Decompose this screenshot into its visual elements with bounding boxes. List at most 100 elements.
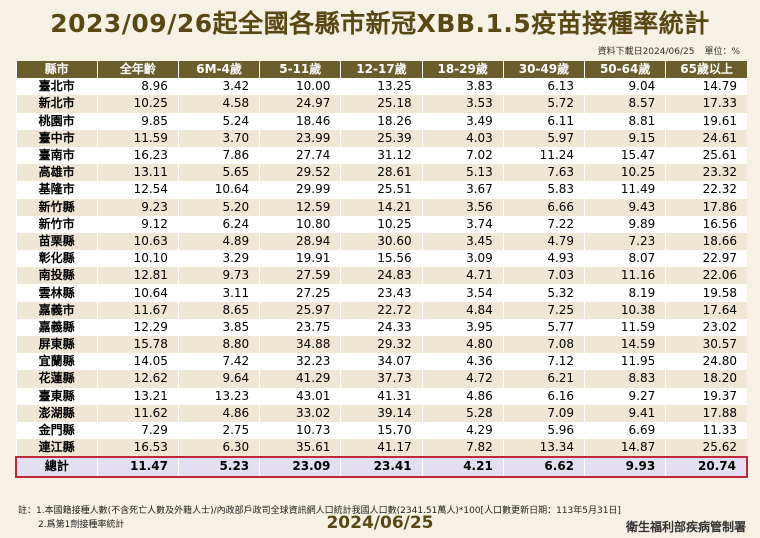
cell: 4.84 [421,301,504,319]
cell: 7.12 [502,353,585,371]
total-cell: 23.09 [259,456,341,478]
cell: 23.02 [665,318,747,336]
cell: 13.21 [96,387,179,405]
county: 臺北市 [15,78,98,96]
cell: 19.58 [665,284,747,302]
cell: 5.13 [421,164,504,182]
cell: 4.79 [502,232,585,251]
row: 新竹縣 9.23 5.20 12.59 14.21 3.56 6.66 9.43 17.86 [15,198,747,216]
cell: 12.54 [96,181,179,199]
cell: 4.03 [421,129,504,147]
cell: 11.62 [96,404,179,422]
cell: 5.32 [502,284,585,302]
cell: 41.31 [340,387,423,405]
cell: 16.53 [96,439,179,458]
row: 臺東縣 13.21 13.23 43.01 41.31 4.86 6.16 9.27 19.37 [15,387,747,405]
row: 基隆市 12.54 10.64 29.99 25.51 3.67 5.83 11.49 22.3… [15,181,747,199]
row: 雲林縣 10.64 3.11 27.25 23.43 3.54 5.32 8.19 19.58 [15,284,747,302]
data-table: 縣市 全年齡 6M-4歲 5-11歲 12-17歲 18-29歲 30-49歲 50-64歲 6… [14,61,749,478]
cell: 18.20 [665,370,747,388]
cell: 7.09 [502,404,585,422]
row: 嘉義縣 12.29 3.85 23.75 24.33 3.95 5.77 11.59 23.02 [15,318,747,336]
cell: 9.43 [584,198,666,216]
cell: 2.75 [177,421,260,440]
cell: 16.56 [665,215,747,233]
cell: 30.57 [665,336,747,354]
cell: 29.32 [340,336,423,354]
cell: 9.27 [584,387,666,405]
cell: 31.12 [340,146,423,165]
cell: 10.25 [584,164,666,182]
cell: 5.97 [502,129,585,147]
county: 花蓮縣 [15,370,98,388]
cell: 6.66 [502,198,585,216]
cell: 15.70 [340,421,423,440]
cell: 11.24 [502,146,585,165]
cell: 10.64 [177,181,260,199]
cell: 24.97 [259,95,341,113]
cell: 11.33 [665,421,747,440]
cell: 9.15 [584,129,666,147]
cell: 28.61 [340,164,423,182]
cell: 4.86 [177,404,260,422]
row: 金門縣 7.29 2.75 10.73 15.70 4.29 5.96 6.69 11.33 [15,421,747,440]
cell: 23.43 [340,284,423,302]
cell: 5.65 [177,164,260,182]
cell: 23.99 [259,129,341,147]
cell: 3.83 [421,78,504,96]
cell: 27.59 [259,267,341,285]
cell: 7.03 [502,267,585,285]
row: 新竹市 9.12 6.24 10.80 10.25 3.74 7.22 9.89 16.56 [15,215,747,233]
cell: 6.69 [584,421,666,440]
cell: 4.71 [421,267,504,285]
county: 臺東縣 [15,387,98,405]
cell: 12.59 [259,198,341,216]
cell: 8.57 [584,95,666,113]
county: 雲林縣 [15,284,98,302]
cell: 12.81 [96,267,179,285]
cell: 3.29 [177,250,260,268]
cell: 4.36 [421,353,504,371]
cell: 30.60 [340,232,423,251]
cell: 43.01 [259,387,341,405]
cell: 10.73 [259,421,341,440]
cell: 4.80 [421,336,504,354]
cell: 8.65 [177,301,260,319]
cell: 13.34 [502,439,585,458]
county: 連江縣 [15,439,98,458]
cell: 7.23 [584,232,666,251]
cell: 3.85 [177,318,260,336]
cell: 14.05 [96,353,179,371]
county: 新竹市 [15,215,98,233]
cell: 17.86 [665,198,747,216]
cell: 7.82 [421,439,504,458]
cell: 7.86 [177,146,260,165]
download-date: 資料下載日2024/06/25 [597,47,695,57]
cell: 17.33 [665,95,747,113]
cell: 17.64 [665,301,747,319]
cell: 9.04 [584,78,666,96]
county: 高雄市 [15,164,98,182]
cell: 4.86 [421,387,504,405]
cell: 5.77 [502,318,585,336]
county: 嘉義縣 [15,318,98,336]
cell: 12.62 [96,370,179,388]
cell: 29.52 [259,164,341,182]
cell: 23.75 [259,318,341,336]
cell: 24.33 [340,318,423,336]
column-header: 65歲以上 [665,61,747,79]
county: 新北市 [15,95,98,113]
cell: 4.29 [421,421,504,440]
cell: 10.63 [96,232,179,251]
cell: 27.25 [259,284,341,302]
cell: 5.24 [177,112,260,130]
row: 彰化縣 10.10 3.29 19.91 15.56 3.09 4.93 8.07 22.97 [15,250,747,268]
note: 註：1.本國籍接種人數(不含死亡人數及外籍人士)/內政部戶政司全球資訊網人口統計… [18,506,621,516]
cell: 7.29 [96,421,179,440]
cell: 41.17 [340,439,423,458]
column-header: 30-49歲 [502,61,585,79]
cell: 10.38 [584,301,666,319]
cell: 3.67 [421,181,504,199]
cell: 3.42 [177,78,260,96]
